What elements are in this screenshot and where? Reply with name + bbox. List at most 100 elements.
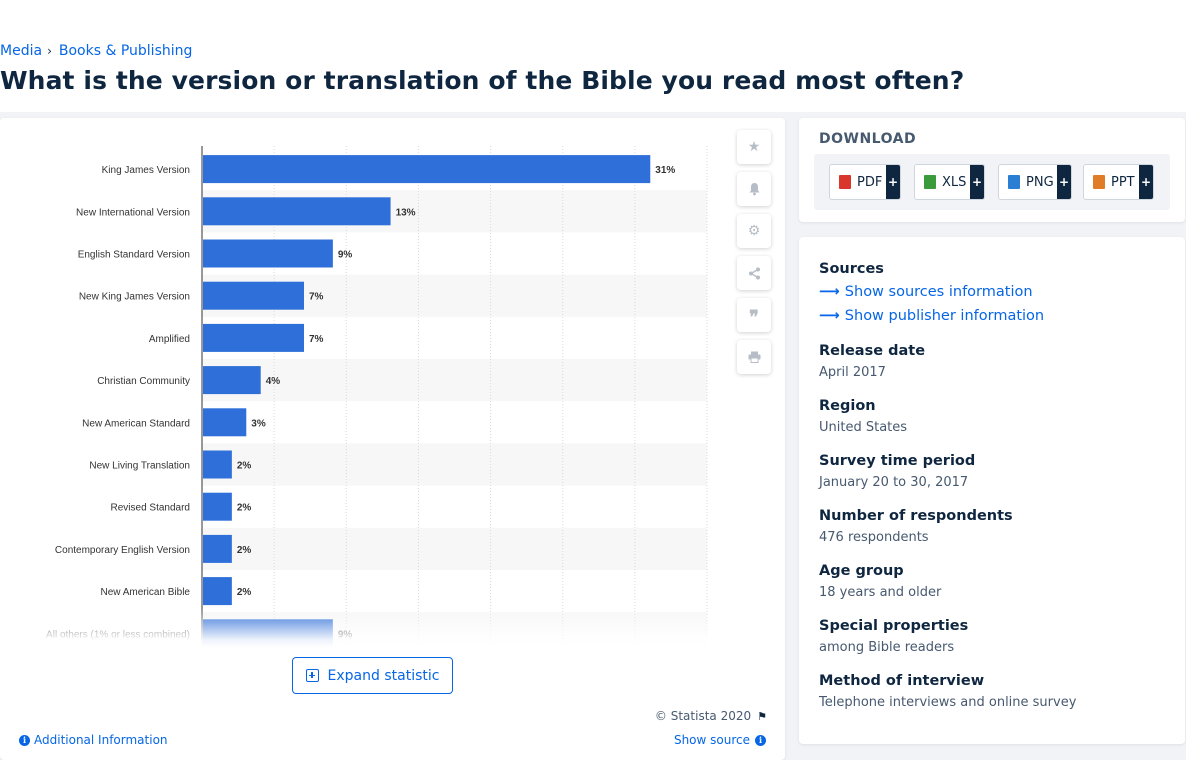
show-publisher-label: Show publisher information: [844, 308, 1045, 324]
share-icon: [748, 267, 760, 279]
cite-button[interactable]: ❞: [737, 298, 771, 332]
ppt-plus-icon[interactable]: +: [1139, 165, 1153, 199]
copyright: © Statista 2020 ⚑: [655, 709, 767, 723]
chart-fade-overlay: [0, 608, 720, 648]
category-label: New American Standard: [82, 418, 190, 429]
copyright-text: © Statista 2020: [654, 709, 752, 723]
special-properties-heading: Special properties: [819, 618, 969, 634]
category-label: New International Version: [76, 207, 190, 218]
print-icon: [748, 351, 760, 363]
additional-information-label: Additional Information: [34, 733, 168, 747]
respondents-value: 476 respondents: [819, 530, 929, 545]
region-heading: Region: [819, 398, 876, 414]
info-icon: i: [755, 734, 766, 746]
arrow-right-icon: ⟶: [819, 284, 840, 300]
bar[interactable]: [203, 492, 232, 521]
bell-icon: [749, 183, 759, 196]
breadcrumb-link-books-publishing[interactable]: Books & Publishing: [58, 43, 193, 59]
bar[interactable]: [203, 155, 651, 184]
value-label: 2%: [237, 587, 252, 598]
release-date-value: April 2017: [819, 365, 886, 380]
release-date-heading: Release date: [819, 343, 926, 359]
png-file-icon: [1008, 175, 1020, 189]
bar-chart: King James Version 31% New International V…: [46, 146, 708, 648]
region-value: United States: [819, 420, 908, 435]
row-band: [202, 359, 707, 402]
download-title: DOWNLOAD: [819, 131, 917, 147]
additional-information-link[interactable]: i Additional Information: [19, 733, 168, 747]
breadcrumb-link-media[interactable]: Media: [0, 43, 43, 59]
category-label: King James Version: [102, 165, 190, 176]
download-png-label: PNG: [1026, 174, 1054, 190]
bar[interactable]: [203, 450, 232, 479]
download-png-button[interactable]: PNG +: [998, 164, 1072, 200]
method-heading: Method of interview: [819, 673, 985, 689]
age-group-value: 18 years and older: [819, 585, 942, 600]
favorite-button[interactable]: ★: [737, 130, 771, 164]
show-sources-link[interactable]: ⟶ Show sources information: [819, 284, 1033, 300]
chart-toolbar: ★ ⚙ ❞: [737, 130, 773, 382]
png-plus-icon[interactable]: +: [1057, 165, 1071, 199]
bar[interactable]: [203, 577, 232, 606]
plus-square-icon: [305, 669, 319, 682]
value-label: 3%: [251, 418, 266, 429]
show-sources-label: Show sources information: [844, 284, 1033, 300]
bar[interactable]: [203, 323, 304, 352]
bar[interactable]: [203, 239, 333, 268]
bar[interactable]: [203, 281, 304, 310]
expand-statistic-button[interactable]: Expand statistic: [292, 657, 453, 694]
show-source-link[interactable]: Show source i: [674, 733, 766, 747]
quote-icon: ❞: [749, 307, 759, 328]
show-source-label: Show source: [673, 733, 750, 747]
bar[interactable]: [203, 366, 261, 395]
download-pdf-button[interactable]: PDF +: [829, 164, 901, 200]
info-icon: i: [19, 734, 30, 746]
settings-button[interactable]: ⚙: [737, 214, 771, 248]
category-label: Christian Community: [97, 376, 190, 387]
pdf-plus-icon[interactable]: +: [886, 165, 900, 199]
share-button[interactable]: [737, 256, 771, 290]
bar[interactable]: [203, 408, 247, 437]
breadcrumb: Media › Books & Publishing: [0, 43, 192, 59]
category-label: New American Bible: [101, 587, 191, 598]
sources-heading: Sources: [819, 261, 884, 277]
xls-plus-icon[interactable]: +: [970, 165, 984, 199]
pdf-file-icon: [839, 175, 851, 189]
download-pdf-label: PDF: [857, 174, 883, 190]
download-buttons-row: PDF + XLS + PNG + PPT +: [814, 154, 1170, 210]
notification-button[interactable]: [737, 172, 771, 206]
category-label: New King James Version: [79, 292, 190, 303]
bar[interactable]: [203, 534, 232, 563]
download-xls-button[interactable]: XLS +: [914, 164, 985, 200]
method-value: Telephone interviews and online survey: [819, 695, 1077, 710]
breadcrumb-separator: ›: [47, 44, 52, 58]
arrow-right-icon: ⟶: [819, 308, 840, 324]
survey-period-value: January 20 to 30, 2017: [819, 475, 969, 490]
category-label: Amplified: [149, 334, 190, 345]
category-label: New Living Translation: [89, 461, 190, 472]
download-ppt-label: PPT: [1111, 174, 1135, 190]
show-publisher-link[interactable]: ⟶ Show publisher information: [819, 308, 1044, 324]
bar[interactable]: [203, 197, 391, 226]
page-title: What is the version or translation of th…: [0, 66, 965, 95]
row-band: [202, 443, 707, 486]
download-ppt-button[interactable]: PPT +: [1083, 164, 1154, 200]
expand-statistic-label: Expand statistic: [327, 667, 440, 684]
value-label: 4%: [266, 376, 281, 387]
statistic-details-card: Sources ⟶ Show sources information ⟶ Sho…: [799, 237, 1185, 744]
print-button[interactable]: [737, 340, 771, 374]
special-properties-value: among Bible readers: [819, 640, 955, 655]
age-group-heading: Age group: [819, 563, 904, 579]
xls-file-icon: [924, 175, 936, 189]
value-label: 2%: [237, 461, 252, 472]
value-label: 31%: [655, 165, 675, 176]
page-header: Media › Books & Publishing What is the v…: [0, 0, 1186, 112]
chart-card: King James Version 31% New International V…: [0, 118, 785, 760]
value-label: 2%: [237, 545, 252, 556]
star-icon: ★: [747, 139, 761, 155]
value-label: 9%: [338, 250, 353, 261]
download-card: DOWNLOAD PDF + XLS + PNG + PPT +: [799, 118, 1185, 222]
flag-icon[interactable]: ⚑: [757, 709, 767, 723]
value-label: 2%: [237, 503, 252, 514]
value-label: 7%: [309, 334, 324, 345]
